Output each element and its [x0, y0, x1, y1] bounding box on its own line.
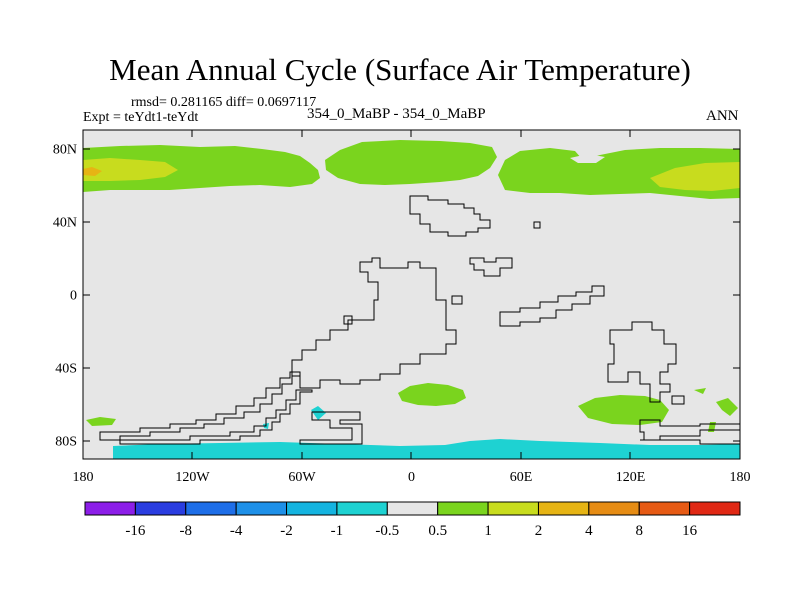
- chart-title: Mean Annual Cycle (Surface Air Temperatu…: [109, 52, 691, 87]
- y-tick-label: 80N: [53, 142, 77, 157]
- colorbar-swatch: [134, 501, 187, 516]
- colorbar-swatch: [437, 501, 489, 516]
- arctic-band-center: [325, 140, 497, 185]
- temperature-field: [83, 140, 740, 459]
- season-label: ANN: [706, 108, 739, 124]
- x-tick-label: 120W: [175, 470, 210, 485]
- southern-patch-2: [578, 395, 669, 425]
- small-patch-east-2: [716, 398, 738, 416]
- center-label: 354_0_MaBP - 354_0_MaBP: [307, 106, 486, 122]
- colorbar-level-label: -0.5: [375, 523, 399, 539]
- stats-label: rmsd= 0.281165 diff= 0.0697117: [131, 95, 317, 110]
- warm-patch-orange: [83, 167, 102, 176]
- colorbar-swatch: [638, 501, 691, 516]
- colorbar-swatch: [84, 501, 136, 516]
- colorbar-swatch: [689, 501, 741, 516]
- coastline-antarctic-peninsula: [299, 411, 363, 445]
- x-tick-label: 180: [73, 470, 94, 485]
- arctic-gap-2: [570, 154, 605, 163]
- coastline-islet-3: [451, 295, 463, 305]
- colorbar-swatch: [185, 501, 237, 516]
- colorbar-swatch: [336, 501, 388, 516]
- warm-patch-west: [83, 158, 178, 181]
- coastline-central-continent: [291, 257, 457, 389]
- coastline-southeast-strip: [639, 419, 740, 441]
- tick-marks: [83, 130, 740, 459]
- arctic-gap-1: [258, 145, 285, 150]
- cyan-blob-1: [311, 406, 326, 420]
- colorbar-level-label: 1: [484, 523, 492, 539]
- colorbar-swatch: [588, 501, 640, 516]
- x-tick-label: 60E: [510, 470, 533, 485]
- y-tick-label: 40S: [55, 362, 77, 377]
- y-tick-label: 80S: [55, 435, 77, 450]
- colorbar-swatch: [487, 501, 539, 516]
- y-tick-label: 0: [70, 289, 77, 304]
- small-patch-east-1: [694, 388, 706, 394]
- coastline-southeast-islets: [671, 395, 685, 405]
- colorbar-swatch: [537, 501, 590, 516]
- coastlines: [99, 195, 740, 445]
- colorbar-level-label: 8: [635, 523, 643, 539]
- y-tick-label: 40N: [53, 215, 77, 230]
- x-tick-label: 0: [408, 470, 415, 485]
- colorbar-level-label: 16: [682, 523, 698, 539]
- coastline-southwest-arm: [99, 371, 301, 441]
- colorbar-level-label: -2: [280, 523, 293, 539]
- coastline-north-block: [409, 195, 491, 237]
- colorbar-level-label: -8: [180, 523, 193, 539]
- colorbar-level-label: -1: [331, 523, 344, 539]
- x-tick-label: 60W: [288, 470, 316, 485]
- coastline-east-arm: [499, 285, 605, 327]
- x-tick-label: 120E: [616, 470, 646, 485]
- colorbar-swatch: [235, 501, 288, 516]
- coastline-east-block: [469, 257, 513, 277]
- colorbar-level-label: -16: [125, 523, 145, 539]
- colorbar-level-label: 2: [535, 523, 543, 539]
- colorbar-swatch: [386, 501, 439, 516]
- coastline-islet-2: [343, 315, 353, 325]
- small-patch-west: [86, 417, 116, 426]
- colorbar-level-label: -4: [230, 523, 243, 539]
- coastline-southeast-coast: [640, 439, 740, 445]
- coastline-southeast-block: [607, 321, 677, 403]
- antarctic-margin-cyan: [113, 439, 740, 459]
- arctic-band-west: [83, 145, 320, 192]
- experiment-label: Expt = teYdt1-teYdt: [83, 110, 199, 125]
- coastline-south-strip: [119, 389, 313, 445]
- colorbar-level-label: 0.5: [428, 523, 447, 539]
- x-tick-label: 180: [730, 470, 751, 485]
- southern-patch-1: [398, 383, 466, 406]
- colorbar-level-label: 4: [585, 523, 593, 539]
- colorbar-swatch: [286, 501, 338, 516]
- warm-patch-east: [650, 162, 740, 191]
- coastline-islet-1: [533, 221, 541, 229]
